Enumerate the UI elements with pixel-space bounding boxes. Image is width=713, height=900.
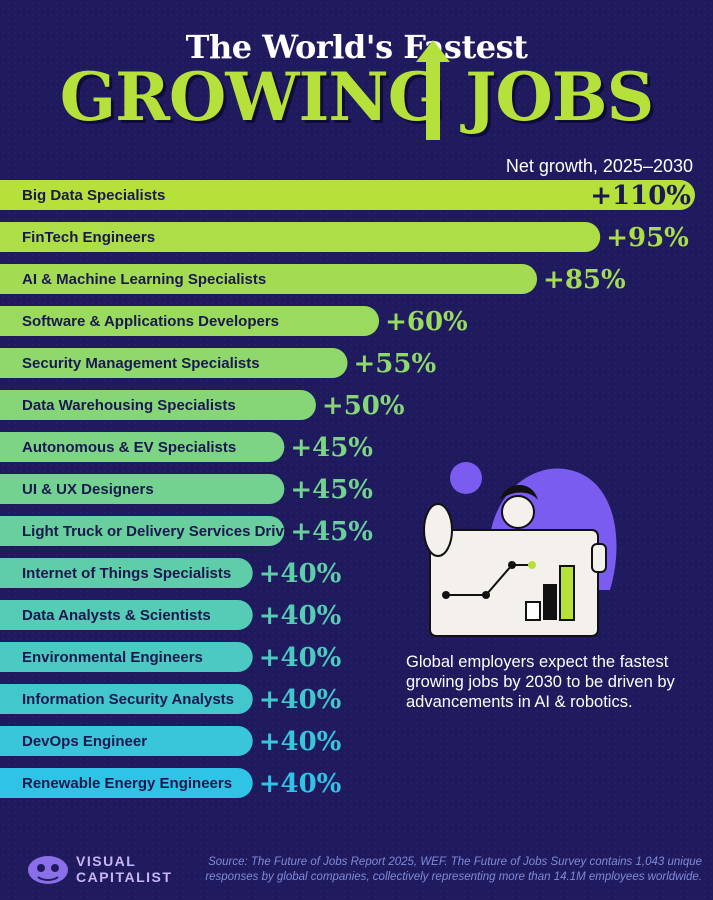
title-line-2: GROWING JOBS: [59, 58, 655, 136]
bar-category-label: AI & Machine Learning Specialists: [22, 271, 266, 288]
logo-wordmark: VISUAL CAPITALIST: [76, 853, 172, 885]
bar-category-label: Big Data Specialists: [22, 187, 165, 204]
bar-value-label: +40%: [259, 643, 342, 673]
bar-category-label: Data Warehousing Specialists: [22, 397, 236, 414]
bar-value-label: +40%: [259, 685, 342, 715]
bar-category-label: Software & Applications Developers: [22, 313, 279, 330]
bar-category-label: Information Security Analysts: [22, 691, 234, 708]
bar-value-label: +85%: [543, 265, 626, 295]
bar-category-label: Renewable Energy Engineers: [22, 775, 232, 792]
bar-value-label: +45%: [290, 433, 373, 463]
bar-value-label: +60%: [385, 307, 468, 337]
bar-category-label: Data Analysts & Scientists: [22, 607, 211, 624]
visual-capitalist-logo-icon: [28, 856, 68, 884]
bar: [0, 684, 253, 714]
bar: [0, 516, 285, 546]
bar: [0, 726, 253, 756]
bar: [0, 558, 253, 588]
bar: [0, 264, 538, 294]
bar: [0, 348, 348, 378]
bar: [0, 222, 601, 252]
bar-value-label: +45%: [290, 475, 373, 505]
bar-value-label: +50%: [322, 391, 405, 421]
title-line-1: The World's Fastest: [185, 28, 528, 66]
bar-value-label: +40%: [259, 769, 342, 799]
bar-category-label: Security Management Specialists: [22, 355, 260, 372]
bar-value-label: +40%: [259, 559, 342, 589]
bar: [0, 432, 285, 462]
bar-category-label: DevOps Engineer: [22, 733, 147, 750]
bar: [0, 600, 253, 630]
logo-line-2: CAPITALIST: [76, 869, 173, 885]
bar-category-label: FinTech Engineers: [22, 229, 155, 246]
bar-category-label: Environmental Engineers: [22, 649, 203, 666]
bar-value-label: +40%: [259, 601, 342, 631]
chart-subtitle: Net growth, 2025–2030: [505, 156, 693, 176]
bar-value-label: +40%: [259, 727, 342, 757]
bar: [0, 390, 316, 420]
bar: [0, 306, 380, 336]
bar-category-label: Light Truck or Delivery Services Drivers: [22, 523, 306, 540]
bar-category-label: UI & UX Designers: [22, 481, 154, 498]
up-arrow-icon: [416, 40, 450, 140]
logo-line-1: VISUAL: [76, 853, 137, 869]
bar-value-label: +55%: [354, 349, 437, 379]
bar: [0, 642, 253, 672]
bar-value-label: +110%: [590, 181, 691, 211]
chart-annotation: Global employers expect the fastest grow…: [406, 653, 675, 711]
bar-category-label: Internet of Things Specialists: [22, 565, 231, 582]
analyst-illustration: [423, 462, 617, 637]
bar-value-label: +95%: [606, 223, 689, 253]
bar-value-label: +45%: [290, 517, 373, 547]
bar-category-label: Autonomous & EV Specialists: [22, 439, 236, 456]
bar: [0, 474, 285, 504]
bar: [0, 768, 253, 798]
bar: [0, 180, 695, 210]
source-note: Source: The Future of Jobs Report 2025, …: [205, 856, 702, 883]
